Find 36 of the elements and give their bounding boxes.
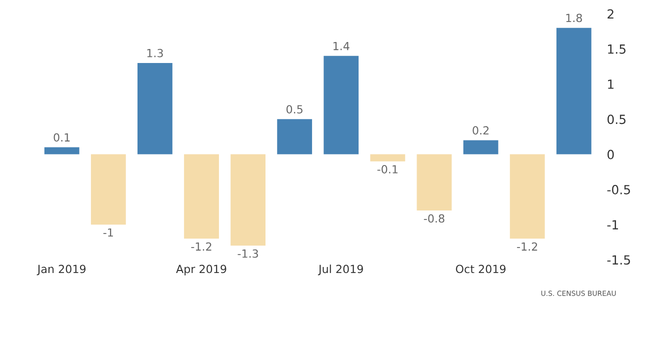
data-label: 0.5: [286, 105, 302, 114]
y-tick-label: 0.5: [608, 114, 626, 124]
y-tick-label: 1: [608, 80, 614, 89]
x-tick-label: Jan 2019: [36, 264, 86, 276]
x-tick-label: Jul 2019: [318, 264, 363, 276]
y-tick-label: -1.5: [607, 255, 630, 265]
bar: [277, 119, 312, 154]
data-label: -1.2: [191, 242, 212, 251]
y-tick-label: 2: [608, 9, 614, 19]
bar: [230, 154, 266, 246]
data-label: 1.8: [566, 14, 582, 22]
data-label: 0.2: [472, 126, 489, 135]
data-label: -1.3: [238, 249, 258, 258]
bar: [510, 154, 545, 239]
data-label: -0.1: [377, 165, 398, 174]
data-label: -1: [103, 228, 113, 237]
data-label: -1.2: [517, 242, 538, 251]
y-tick-label: 0: [608, 150, 614, 160]
y-tick-label: -0.5: [607, 184, 630, 194]
x-tick-label: Oct 2019: [456, 264, 506, 274]
bar: [370, 154, 406, 162]
data-label: 0.1: [54, 133, 70, 142]
y-tick-label: -1: [607, 220, 618, 230]
data-label: -0.8: [424, 214, 444, 223]
bar: [137, 62, 172, 154]
bar: [44, 147, 80, 154]
bar: [90, 154, 126, 225]
data-label: 1.4: [334, 42, 350, 50]
bar: [184, 154, 219, 239]
bar: [463, 140, 498, 154]
x-tick-label: Apr 2019: [176, 264, 226, 276]
bar: [416, 154, 452, 211]
bar: [556, 28, 592, 154]
y-tick-label: 1.5: [608, 44, 626, 54]
data-label: 1.3: [147, 48, 163, 58]
bar: [324, 56, 359, 154]
